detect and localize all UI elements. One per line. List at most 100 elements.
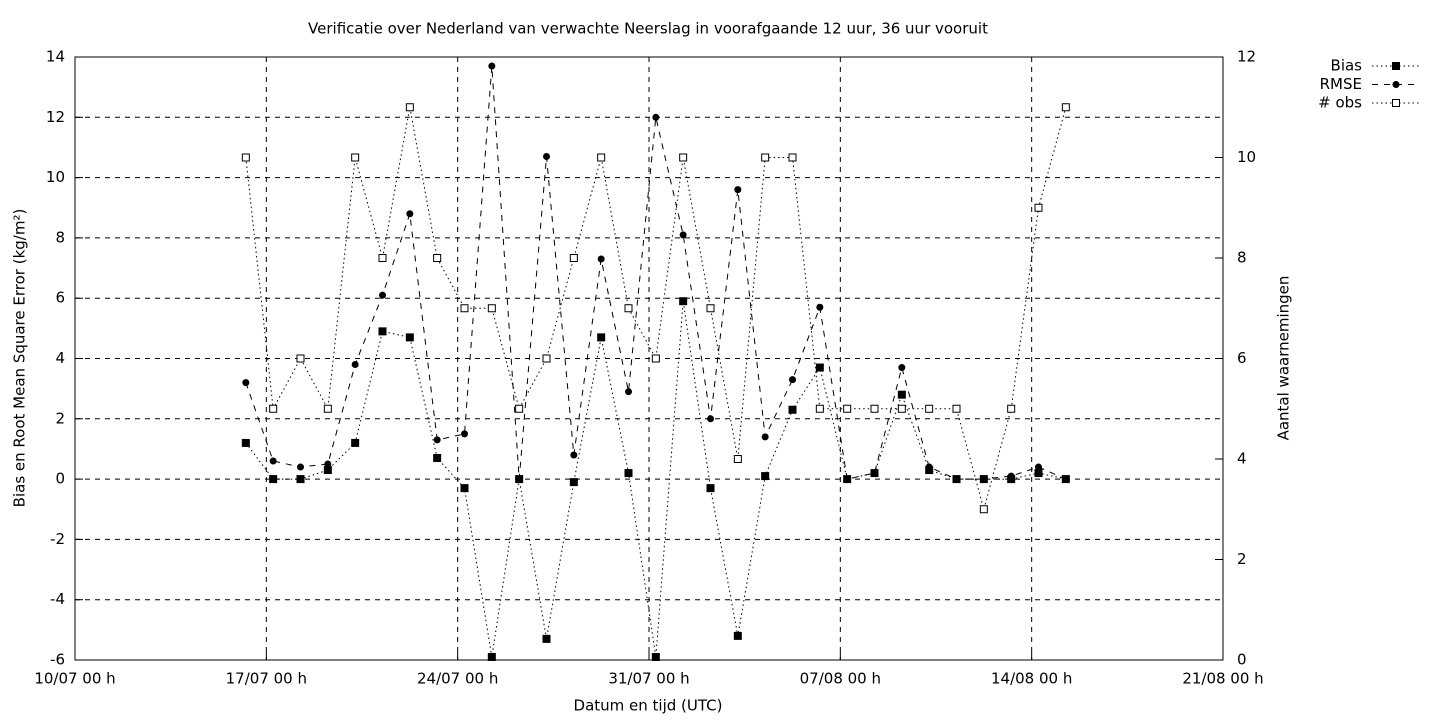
y2-tick-label: 2 (1237, 550, 1247, 568)
point (405, 103, 414, 112)
y-axis-label: Bias en Root Mean Square Error (kg/m²) (11, 209, 29, 508)
y2-tick-label: 6 (1237, 349, 1247, 367)
y-tick-label: 4 (55, 349, 65, 367)
y2-tick-label: 8 (1237, 249, 1247, 267)
point (707, 415, 714, 423)
x-tick-label: 14/08 00 h (991, 670, 1072, 688)
point (925, 404, 934, 413)
point (952, 404, 961, 413)
point (898, 364, 906, 372)
point (433, 453, 442, 462)
point (269, 475, 278, 484)
point (488, 62, 496, 70)
point (651, 652, 660, 661)
point (897, 390, 906, 399)
point (269, 457, 277, 465)
point (761, 433, 769, 441)
point (296, 475, 305, 484)
y-tick-label: -6 (50, 651, 65, 669)
point (351, 153, 360, 162)
y2-tick-label: 4 (1237, 450, 1247, 468)
point (679, 297, 688, 306)
x-tick-label: 17/07 00 h (226, 670, 307, 688)
x-tick-label: 07/08 00 h (800, 670, 881, 688)
point (433, 254, 442, 262)
point (323, 404, 332, 413)
point (461, 430, 468, 438)
point (788, 405, 797, 414)
point (323, 466, 332, 475)
point (706, 484, 715, 493)
x-tick-label: 31/07 00 h (608, 670, 689, 688)
y-tick-label: 8 (55, 228, 65, 246)
point (925, 463, 933, 471)
point (324, 460, 332, 468)
point (815, 404, 824, 413)
point (871, 469, 878, 477)
y-tick-label: -2 (50, 530, 65, 548)
y2-tick-label: 10 (1237, 148, 1256, 166)
point (460, 484, 469, 493)
point (351, 361, 359, 369)
point (1034, 469, 1043, 478)
point (515, 475, 523, 483)
point (979, 505, 988, 514)
point (433, 436, 441, 444)
point (679, 153, 688, 162)
point (624, 304, 633, 313)
point (570, 451, 578, 459)
point (378, 327, 387, 336)
legend-marker (1392, 62, 1400, 70)
point (241, 153, 250, 162)
y-tick-label: 2 (55, 409, 65, 427)
point (597, 153, 606, 162)
x-tick-label: 24/07 00 h (417, 670, 498, 688)
x-tick-label: 21/08 00 h (1182, 670, 1263, 688)
point (679, 231, 687, 239)
point (734, 186, 742, 194)
y-tick-label: 6 (55, 289, 65, 307)
y-tick-label: 0 (55, 470, 65, 488)
point (241, 438, 250, 447)
point (706, 304, 715, 313)
point (953, 475, 960, 483)
legend-label: # obs (1318, 94, 1362, 112)
y-tick-label: 14 (46, 48, 65, 66)
point (761, 472, 770, 481)
point (597, 333, 606, 342)
point (351, 438, 360, 447)
point (624, 469, 633, 478)
point (761, 153, 770, 162)
chart-title: Verificatie over Nederland van verwachte… (308, 20, 988, 38)
y2-tick-label: 0 (1237, 651, 1247, 669)
point (460, 304, 469, 313)
point (406, 210, 414, 218)
series-line (245, 107, 1067, 512)
point (733, 455, 742, 463)
point (1062, 475, 1070, 483)
point (870, 404, 879, 413)
point (652, 113, 660, 121)
point (897, 404, 906, 413)
point (378, 254, 387, 262)
point (269, 404, 278, 413)
point (843, 404, 852, 413)
point (487, 304, 496, 313)
point (1007, 404, 1016, 413)
y2-axis-label: Aantal waarnemingen (1275, 276, 1293, 441)
point (1061, 103, 1070, 112)
point (625, 388, 632, 396)
legend-label: RMSE (1320, 75, 1362, 93)
point (789, 376, 796, 384)
point (569, 254, 578, 262)
point (980, 475, 988, 483)
point (1007, 472, 1015, 480)
point (569, 478, 578, 487)
point (297, 463, 304, 471)
y-tick-label: 12 (46, 108, 65, 126)
legend-marker (1392, 99, 1400, 107)
point (515, 404, 524, 413)
point (1035, 463, 1042, 471)
point (815, 363, 824, 372)
point (843, 475, 851, 483)
